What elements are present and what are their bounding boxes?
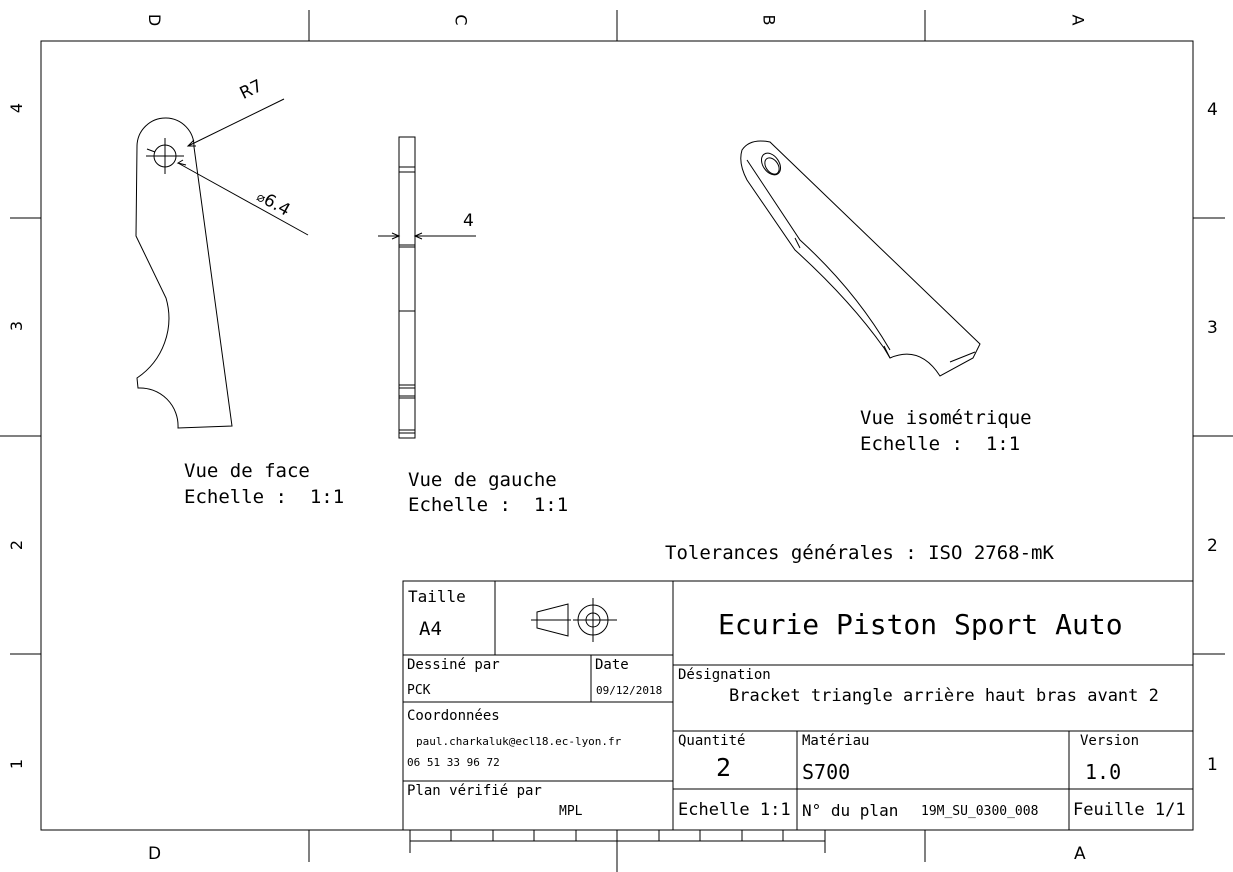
left-view-scale: Echelle : 1:1 bbox=[408, 494, 569, 516]
date-value: 09/12/2018 bbox=[596, 684, 663, 697]
left-view bbox=[378, 136, 476, 439]
title-block-grid bbox=[402, 580, 1194, 831]
zone-label-top-a: A bbox=[1068, 14, 1088, 26]
size-label: Taille bbox=[408, 587, 466, 606]
version-label: Version bbox=[1080, 733, 1140, 749]
zone-label-left-2: 2 bbox=[7, 539, 27, 551]
zone-label-right-4: 4 bbox=[1207, 100, 1218, 120]
iso-view-title: Vue isométrique bbox=[860, 407, 1032, 429]
plan-number-label: N° du plan bbox=[802, 801, 899, 820]
quantity-label: Quantité bbox=[678, 733, 746, 749]
isometric-view bbox=[740, 140, 981, 377]
thickness-dimension: 4 bbox=[463, 211, 474, 231]
front-view-scale: Echelle : 1:1 bbox=[184, 486, 345, 508]
zone-label-top-c: C bbox=[451, 14, 471, 26]
zone-label-left-1: 1 bbox=[7, 758, 27, 770]
zone-label-left-4: 4 bbox=[7, 102, 27, 114]
contact-label: Coordonnées bbox=[407, 708, 500, 724]
drawn-by-label: Dessiné par bbox=[407, 657, 500, 673]
zone-label-right-3: 3 bbox=[1207, 318, 1218, 338]
designation-label: Désignation bbox=[678, 667, 771, 683]
zone-label-bottom-a: A bbox=[1074, 844, 1086, 864]
zone-label-top-d: D bbox=[145, 13, 165, 27]
zone-label-top-b: B bbox=[759, 14, 779, 26]
designation-value: Bracket triangle arrière haut bras avant… bbox=[729, 686, 1159, 706]
zone-label-left-3: 3 bbox=[7, 320, 27, 332]
projection-symbol bbox=[531, 598, 617, 642]
sheet-number: Feuille 1/1 bbox=[1073, 800, 1186, 820]
checked-by-label: Plan vérifié par bbox=[407, 783, 542, 799]
front-view bbox=[135, 98, 309, 429]
version-value: 1.0 bbox=[1085, 760, 1122, 784]
general-tolerances: Tolerances générales : ISO 2768-mK bbox=[665, 542, 1054, 564]
scale-ruler bbox=[409, 830, 826, 853]
contact-email: paul.charkaluk@ecl18.ec-lyon.fr bbox=[416, 735, 622, 748]
zone-label-right-2: 2 bbox=[1207, 536, 1218, 556]
size-value: A4 bbox=[419, 618, 442, 640]
zone-label-bottom-d: D bbox=[148, 844, 162, 864]
material-value: S700 bbox=[802, 760, 851, 784]
front-view-title: Vue de face bbox=[184, 460, 310, 482]
zone-label-right-1: 1 bbox=[1207, 755, 1218, 775]
company-name: Ecurie Piston Sport Auto bbox=[718, 608, 1123, 641]
contact-phone: 06 51 33 96 72 bbox=[407, 756, 500, 769]
plan-number-value: 19M_SU_0300_008 bbox=[921, 804, 1039, 819]
drawing-frame bbox=[40, 40, 1194, 831]
checked-by-value: MPL bbox=[559, 804, 583, 819]
quantity-value: 2 bbox=[716, 753, 732, 782]
left-view-title: Vue de gauche bbox=[408, 469, 557, 491]
drawn-by-value: PCK bbox=[407, 683, 431, 698]
material-label: Matériau bbox=[802, 733, 870, 749]
date-label: Date bbox=[595, 657, 629, 673]
iso-view-scale: Echelle : 1:1 bbox=[860, 433, 1021, 455]
scale-cell: Echelle 1:1 bbox=[678, 800, 791, 820]
